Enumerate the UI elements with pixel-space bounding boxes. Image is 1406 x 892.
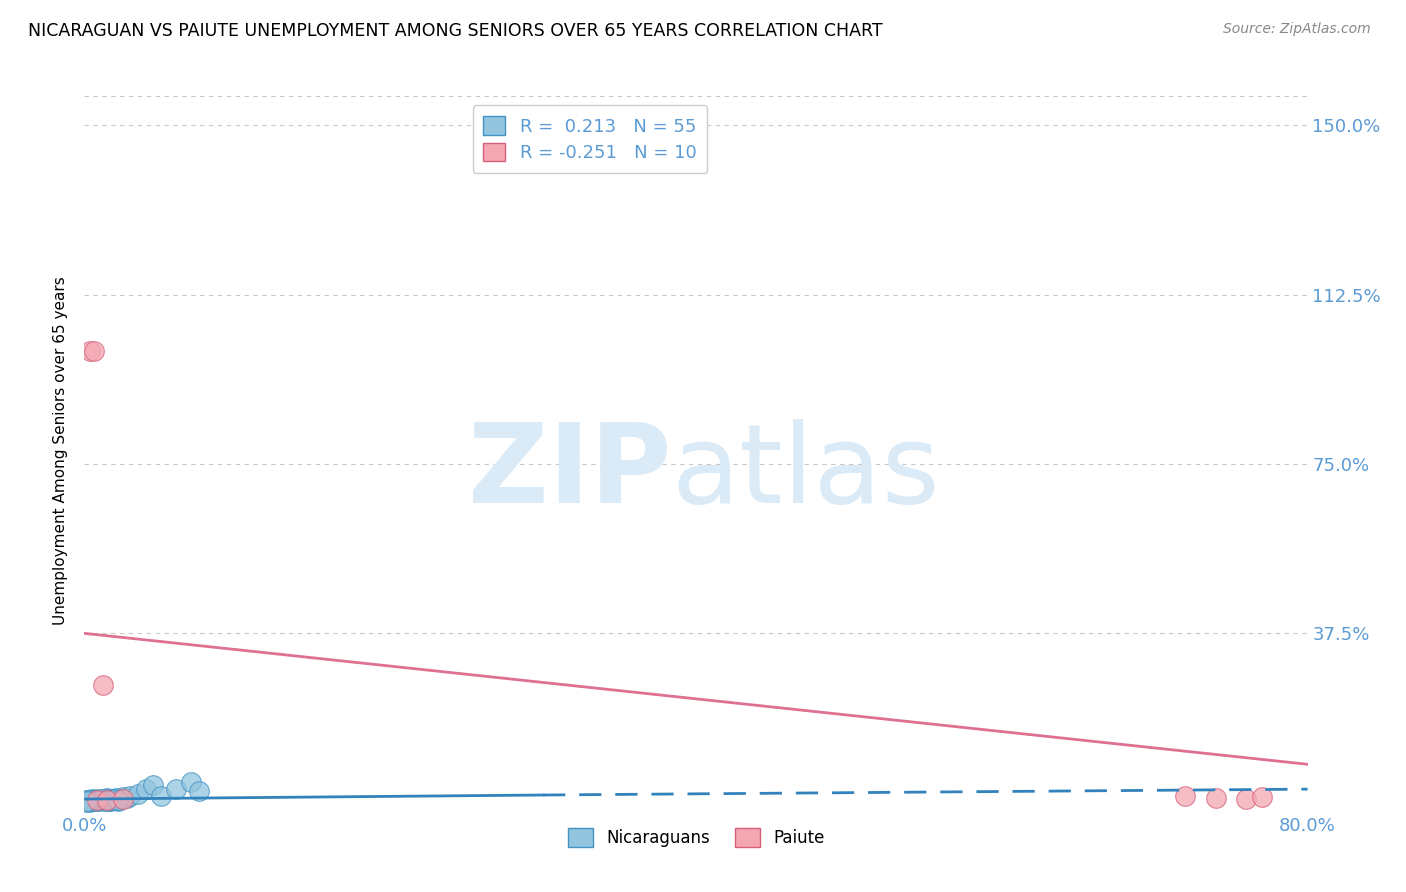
Point	[83, 792, 105, 806]
Point	[91, 792, 114, 806]
Point	[107, 793, 129, 807]
Point	[104, 793, 127, 807]
Point	[142, 778, 165, 792]
Point	[1174, 789, 1197, 803]
Point	[97, 792, 120, 806]
Text: Source: ZipAtlas.com: Source: ZipAtlas.com	[1223, 22, 1371, 37]
Point	[108, 792, 131, 806]
Point	[87, 794, 110, 808]
Point	[101, 793, 124, 807]
Point	[165, 782, 187, 797]
Point	[83, 794, 105, 808]
Point	[79, 795, 101, 809]
Point	[80, 792, 103, 806]
Point	[94, 794, 117, 808]
Point	[107, 794, 129, 808]
Point	[135, 782, 157, 797]
Point	[105, 792, 128, 806]
Point	[77, 792, 100, 806]
Point	[111, 792, 134, 806]
Point	[89, 792, 111, 806]
Point	[127, 787, 149, 801]
Point	[79, 793, 101, 807]
Point	[89, 793, 111, 807]
Point	[96, 791, 118, 805]
Point	[149, 789, 172, 803]
Point	[1205, 791, 1227, 805]
Point	[96, 791, 118, 805]
Point	[80, 793, 103, 807]
Legend: Nicaraguans, Paiute: Nicaraguans, Paiute	[561, 822, 831, 854]
Point	[76, 794, 98, 808]
Point	[75, 793, 97, 807]
Point	[91, 678, 114, 692]
Point	[180, 775, 202, 789]
Point	[91, 792, 114, 806]
Point	[101, 793, 124, 807]
Point	[98, 794, 121, 808]
Text: ZIP: ZIP	[468, 418, 672, 525]
Point	[90, 793, 112, 807]
Point	[103, 793, 125, 807]
Y-axis label: Unemployment Among Seniors over 65 years: Unemployment Among Seniors over 65 years	[53, 277, 69, 624]
Point	[1236, 792, 1258, 806]
Point	[75, 795, 97, 809]
Point	[115, 791, 138, 805]
Point	[79, 344, 101, 359]
Point	[105, 791, 128, 805]
Point	[104, 791, 127, 805]
Point	[103, 791, 125, 805]
Point	[90, 793, 112, 807]
Point	[86, 794, 108, 808]
Point	[87, 792, 110, 806]
Point	[94, 793, 117, 807]
Point	[120, 789, 142, 803]
Point	[96, 793, 118, 807]
Point	[188, 784, 211, 798]
Point	[93, 794, 115, 808]
Point	[84, 793, 107, 807]
Point	[93, 792, 115, 806]
Text: atlas: atlas	[672, 418, 941, 525]
Point	[1250, 790, 1272, 805]
Point	[86, 791, 108, 805]
Point	[76, 794, 98, 808]
Point	[83, 344, 105, 359]
Point	[98, 792, 121, 806]
Point	[86, 793, 108, 807]
Point	[97, 794, 120, 808]
Point	[84, 794, 107, 808]
Text: NICARAGUAN VS PAIUTE UNEMPLOYMENT AMONG SENIORS OVER 65 YEARS CORRELATION CHART: NICARAGUAN VS PAIUTE UNEMPLOYMENT AMONG …	[28, 22, 883, 40]
Point	[111, 790, 134, 805]
Point	[77, 794, 100, 808]
